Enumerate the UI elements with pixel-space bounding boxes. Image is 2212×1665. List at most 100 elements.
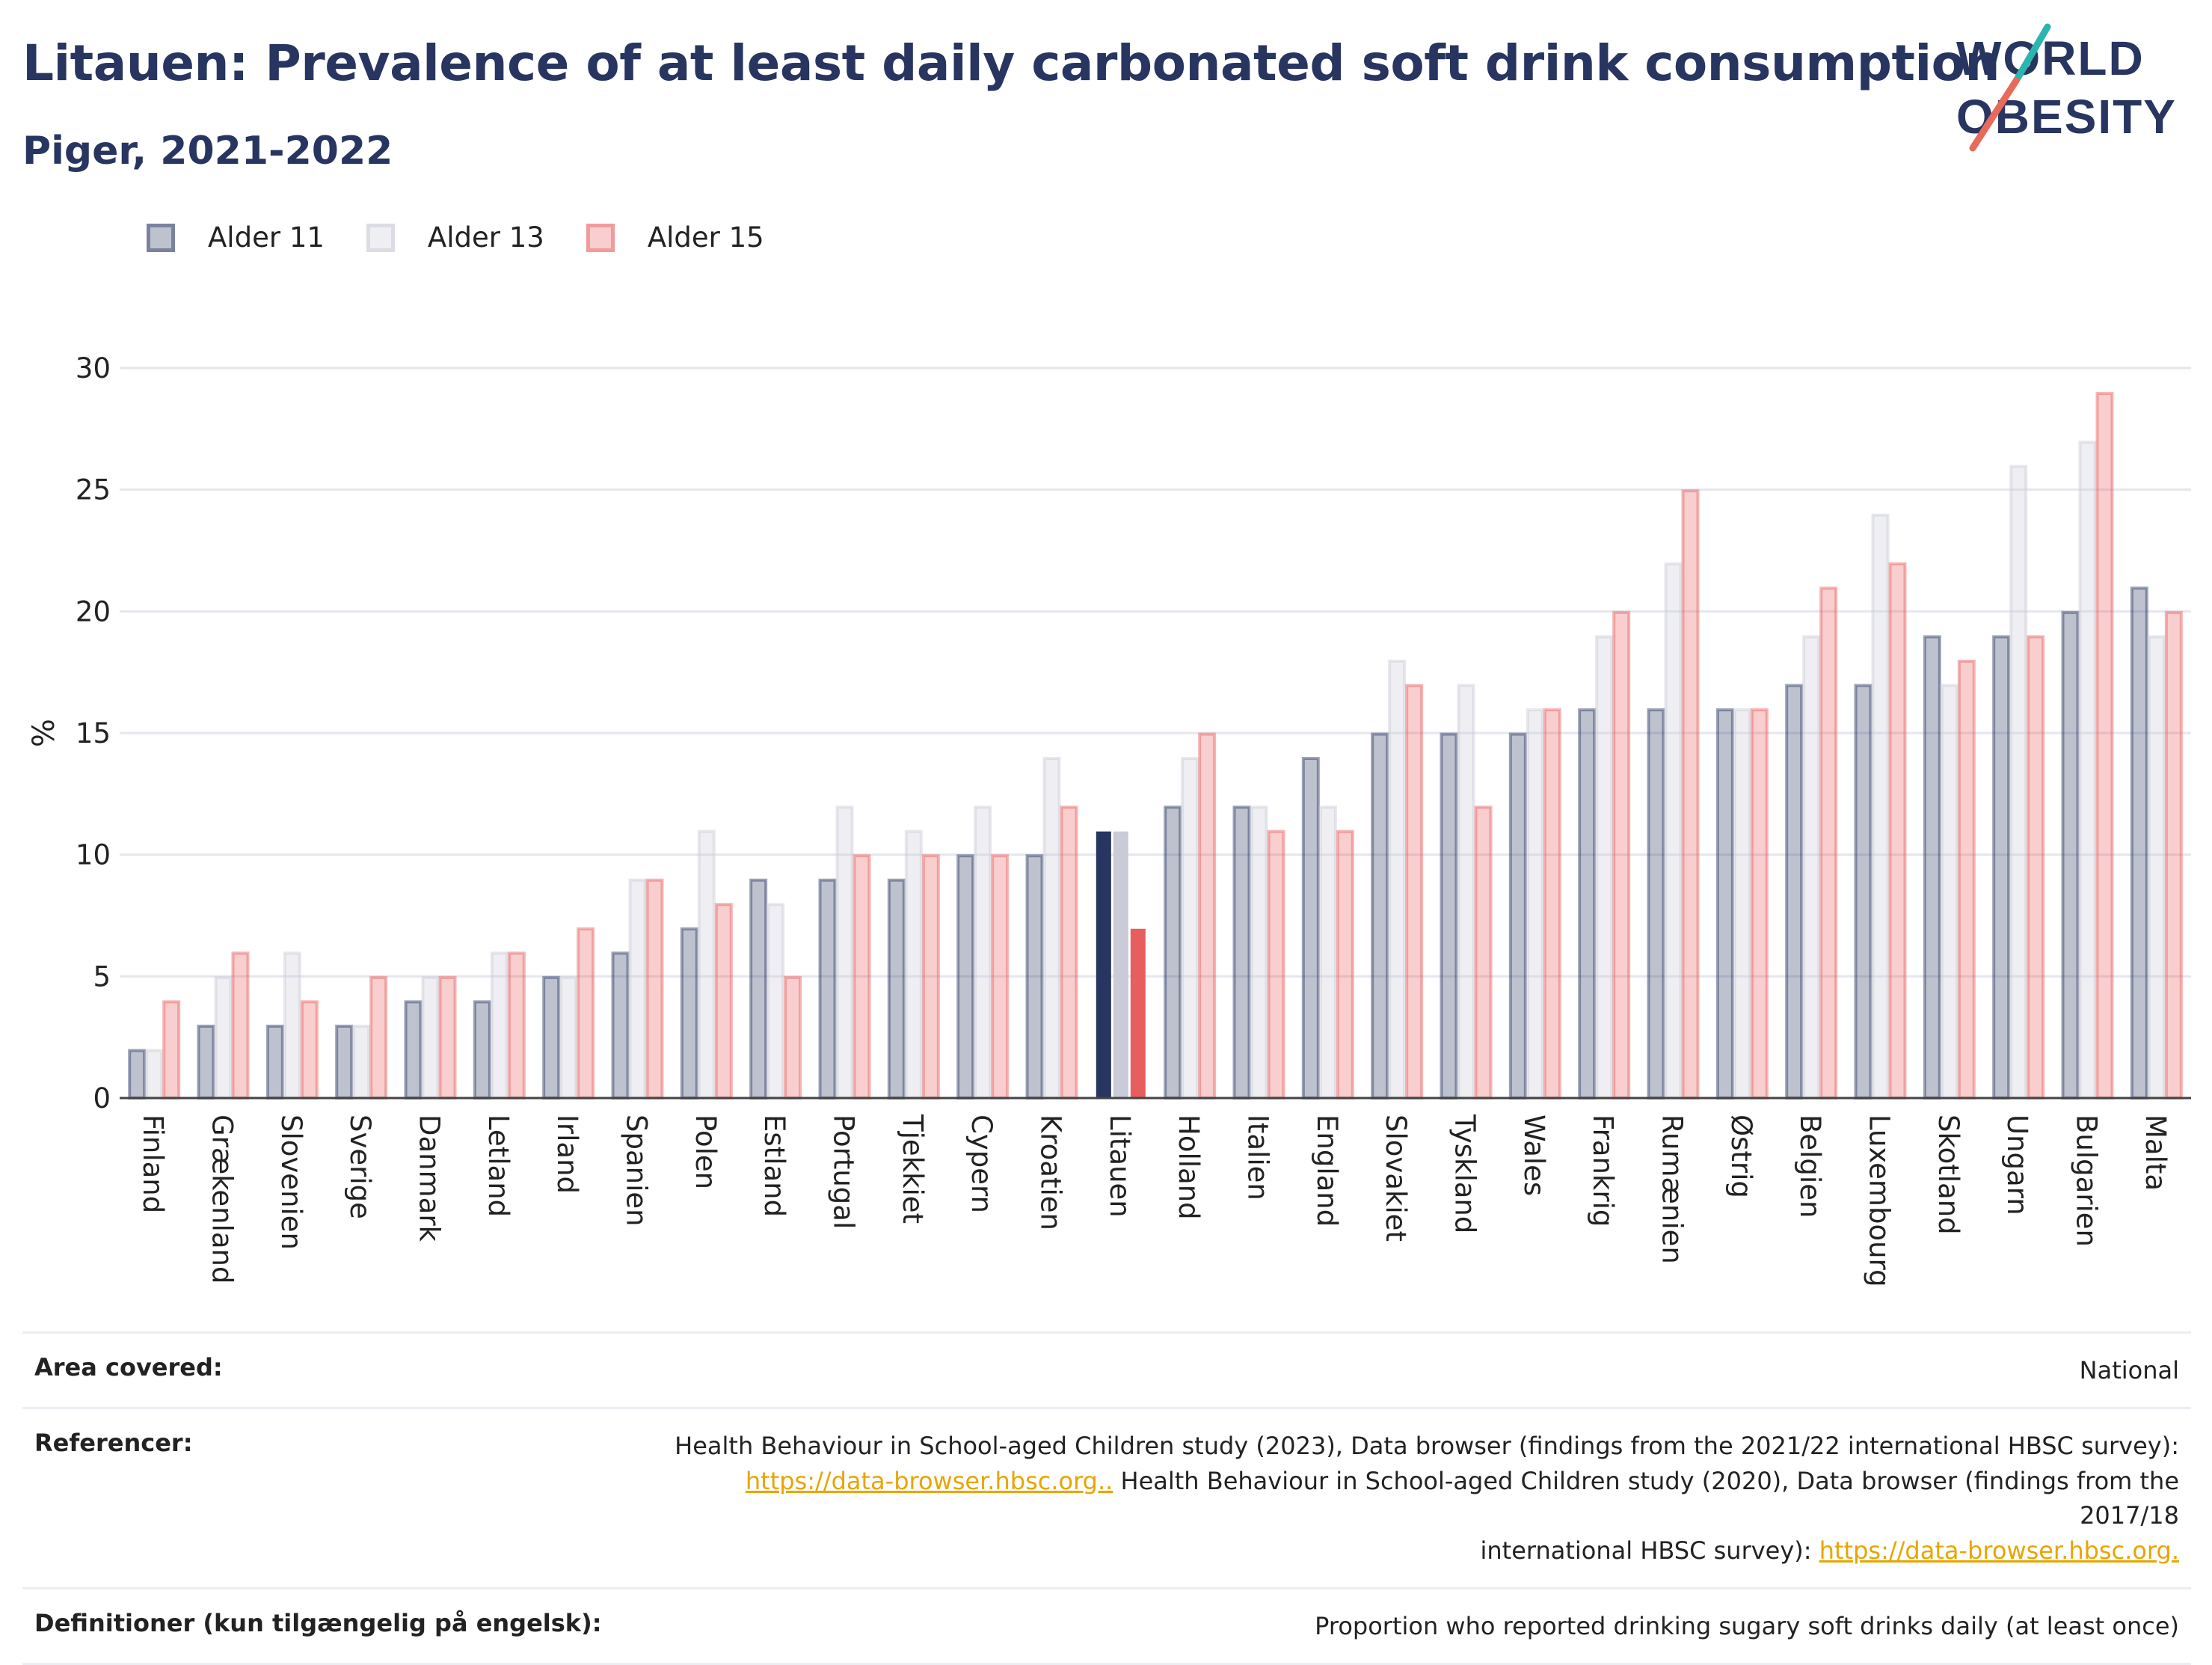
x-tick-label: Østrig [1725,1114,1757,1198]
logo-slash-teal [2012,23,2051,85]
meta-ref-value: Health Behaviour in School-aged Children… [654,1429,2179,1568]
meta-ref-label: Referencer: [34,1429,193,1458]
meta-def-label: Definitioner (kun tilgængelig på engelsk… [34,1608,602,1637]
legend-label-age13: Alder 13 [427,221,544,254]
chart-subtitle: Piger, 2021-2022 [22,129,393,174]
x-tick-label: Litauen [1104,1114,1136,1218]
bar-sverige-series-1 [335,1024,354,1100]
bar-ungarn-series-2 [2009,464,2028,1100]
logo-slash-red [1969,77,2020,152]
legend-swatch-age13 [366,223,395,252]
x-tick-label: Spanien [621,1114,653,1227]
bar-portugal-series-2 [835,806,854,1100]
bar-spanien-series-1 [611,951,630,1100]
bar-rumænien-series-1 [1647,708,1665,1100]
bar-belgien-series-1 [1785,684,1804,1100]
bar-frankrig-series-1 [1578,708,1597,1100]
bar-spanien-series-3 [645,878,664,1100]
bar-letland-series-3 [507,951,526,1100]
x-tick-label: England [1311,1114,1343,1227]
bar-sverige-series-3 [369,975,388,1100]
meta-def-value: Proportion who reported drinking sugary … [1315,1611,2179,1640]
bar-letland-series-2 [490,951,509,1100]
x-tick-label: Ungarn [2001,1114,2033,1215]
bar-danmark-series-1 [404,1000,423,1100]
bar-irland-series-1 [542,975,561,1100]
x-tick-label: Frankrig [1587,1114,1619,1227]
y-tick-label: 20 [76,595,111,628]
x-tick-label: Rumænien [1656,1114,1689,1264]
bar-slovakiet-series-1 [1371,732,1389,1100]
bar-rumænien-series-2 [1664,562,1683,1100]
legend-label-age15: Alder 15 [647,221,764,254]
meta-row-area: Area covered: National [22,1331,2191,1407]
x-tick-label: Tjekkiet [897,1114,929,1224]
bar-polen-series-1 [680,927,698,1100]
bar-holland-series-1 [1164,806,1182,1100]
bar-portugal-series-1 [818,878,837,1100]
bar-spanien-series-2 [628,878,647,1100]
bar-finland-series-2 [145,1049,164,1100]
bar-østrig-series-2 [1733,708,1751,1100]
bar-luxembourg-series-3 [1888,562,1907,1100]
meta-area-label: Area covered: [34,1353,223,1382]
bar-slovakiet-series-2 [1388,659,1407,1100]
y-tick-label: 10 [76,839,111,871]
bar-slovenien-series-3 [300,1000,319,1100]
bar-tjekkiet-series-1 [887,878,906,1100]
bar-bulgarien-series-2 [2078,441,2097,1100]
bar-skotland-series-1 [1923,635,1941,1100]
bar-wales-series-2 [1526,708,1544,1100]
bar-cypern-series-1 [956,854,975,1100]
bar-frankrig-series-3 [1612,610,1631,1100]
legend-item-age11[interactable]: Alder 11 [147,221,325,254]
bar-irland-series-3 [577,927,595,1100]
bar-grækenland-series-3 [231,951,250,1100]
bar-finland-series-1 [128,1049,147,1100]
bar-chart: 0 5 10 15 20 25 30% Finland Grækenland Slovenien S… [27,352,2191,1287]
bar-østrig-series-3 [1750,708,1769,1100]
meta-area-value: National [2079,1356,2179,1385]
bar-slovenien-series-2 [283,951,301,1100]
ref-link-1[interactable]: https://data-browser.hbsc.org.. [745,1466,1113,1495]
bar-wales-series-1 [1508,732,1527,1100]
bar-litauen-series-3 [1130,928,1146,1098]
bar-polen-series-2 [697,830,716,1100]
bar-grækenland-series-2 [214,975,233,1100]
bars [128,392,2183,1100]
legend-swatch-age15 [586,223,615,252]
bar-letland-series-1 [473,1000,491,1100]
bar-østrig-series-1 [1715,708,1734,1100]
ref-link-2[interactable]: https://data-browser.hbsc.org. [1819,1536,2179,1565]
x-tick-label: Tyskland [1449,1114,1481,1233]
legend-item-age15[interactable]: Alder 15 [586,221,764,254]
legend-item-age13[interactable]: Alder 13 [366,221,544,254]
bar-kroatien-series-1 [1025,854,1044,1100]
bar-estland-series-3 [784,975,802,1100]
bar-irland-series-2 [559,975,578,1100]
x-tick-label: Italien [1242,1114,1274,1201]
bar-tjekkiet-series-2 [904,830,923,1100]
bar-bulgarien-series-3 [2095,392,2114,1100]
bar-ungarn-series-1 [1992,635,2011,1100]
x-tick-label: Malta [2139,1114,2172,1191]
y-tick-label: 0 [93,1082,111,1114]
x-tick-label: Estland [758,1114,790,1217]
x-tick-label: Grækenland [206,1114,239,1284]
x-tick-label: Letland [482,1114,514,1217]
x-tick-label: Portugal [828,1114,860,1229]
ref-text-1: Health Behaviour in School-aged Children… [675,1432,2179,1461]
bar-slovakiet-series-3 [1405,684,1424,1100]
chart-metadata: Area covered: National Referencer: Healt… [22,1331,2191,1665]
bar-frankrig-series-2 [1595,635,1614,1100]
x-tick-label: Cypern [965,1114,998,1213]
bar-kroatien-series-2 [1042,757,1061,1100]
bar-skotland-series-2 [1940,684,1958,1100]
bar-danmark-series-3 [438,975,457,1100]
bar-holland-series-2 [1181,757,1199,1100]
bar-estland-series-1 [749,878,768,1100]
bar-polen-series-3 [714,903,733,1100]
x-tick-label: Kroatien [1035,1114,1067,1230]
x-tick-label: Holland [1173,1114,1205,1220]
x-tick-label: Polen [689,1114,722,1189]
